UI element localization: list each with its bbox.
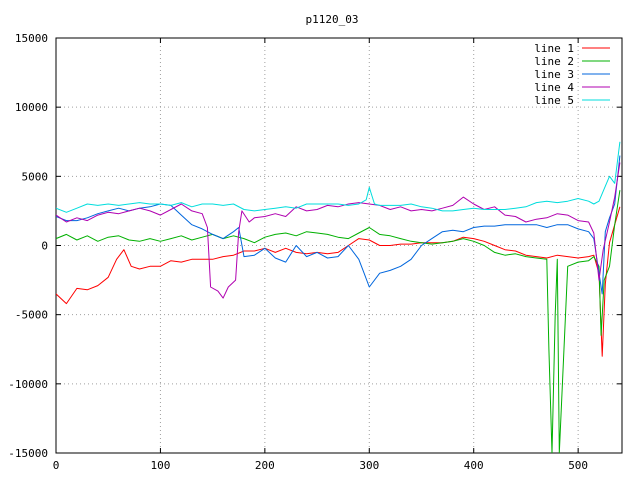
y-tick-label: -15000 [8,447,48,460]
x-tick-label: 500 [568,459,588,472]
y-tick-label: 15000 [15,32,48,45]
legend-label-5: line 5 [534,94,574,107]
y-tick-label: 5000 [22,170,49,183]
x-tick-label: 300 [359,459,379,472]
x-tick-label: 100 [150,459,170,472]
chart-title: p1120_03 [306,13,359,26]
series-line-4 [56,162,621,299]
series-line-5 [56,141,621,213]
legend-label-4: line 4 [534,81,574,94]
y-tick-label: -10000 [8,378,48,391]
legend-label-3: line 3 [534,68,574,81]
legend-label-2: line 2 [534,55,574,68]
y-tick-label: 10000 [15,101,48,114]
axis-ticks: 0 100 200 300 400 500 -15000 -10000 -5000 0 5000 10… [8,32,622,472]
series-group [56,141,621,453]
y-tick-label: 0 [41,240,48,253]
x-tick-label: 200 [255,459,275,472]
series-line-2 [56,190,621,453]
legend-label-1: line 1 [534,42,574,55]
y-tick-label: -5000 [15,309,48,322]
x-tick-label: 0 [53,459,60,472]
x-tick-label: 400 [464,459,484,472]
series-line-1 [56,206,621,357]
